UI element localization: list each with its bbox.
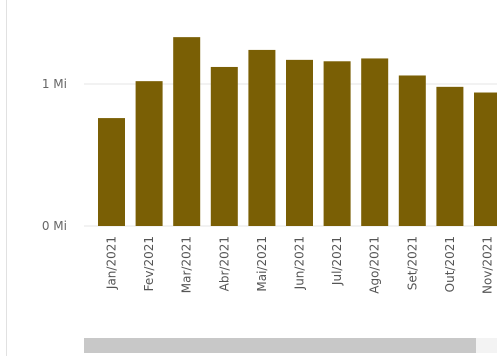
x-category-label: Ago/2021 [368,236,382,294]
bar[interactable] [248,49,276,226]
y-tick-label: 1 Mi [42,77,67,91]
x-category-label: Nov/2021 [481,236,495,294]
x-category-label: Mai/2021 [255,236,269,292]
bar[interactable] [323,61,351,226]
horizontal-scrollbar-thumb[interactable] [84,338,476,353]
bar[interactable] [210,66,238,227]
x-category-label: Mar/2021 [180,236,194,293]
bar[interactable] [173,37,201,226]
bar[interactable] [436,86,464,226]
bar[interactable] [474,92,497,227]
x-category-label: Fev/2021 [142,236,156,291]
x-category-label: Abr/2021 [217,236,231,291]
bar[interactable] [98,118,125,226]
panel-left-border [6,0,7,356]
x-category-label: Out/2021 [443,236,457,292]
x-category-label: Set/2021 [405,236,419,290]
x-category-label: Jan/2021 [105,236,119,290]
y-tick-label: 0 Mi [42,219,67,233]
bar[interactable] [286,59,313,226]
x-category-label: Jul/2021 [330,236,344,286]
x-category-label: Jun/2021 [293,236,307,290]
bar[interactable] [135,81,163,226]
bar[interactable] [398,75,426,226]
bar[interactable] [361,58,389,226]
